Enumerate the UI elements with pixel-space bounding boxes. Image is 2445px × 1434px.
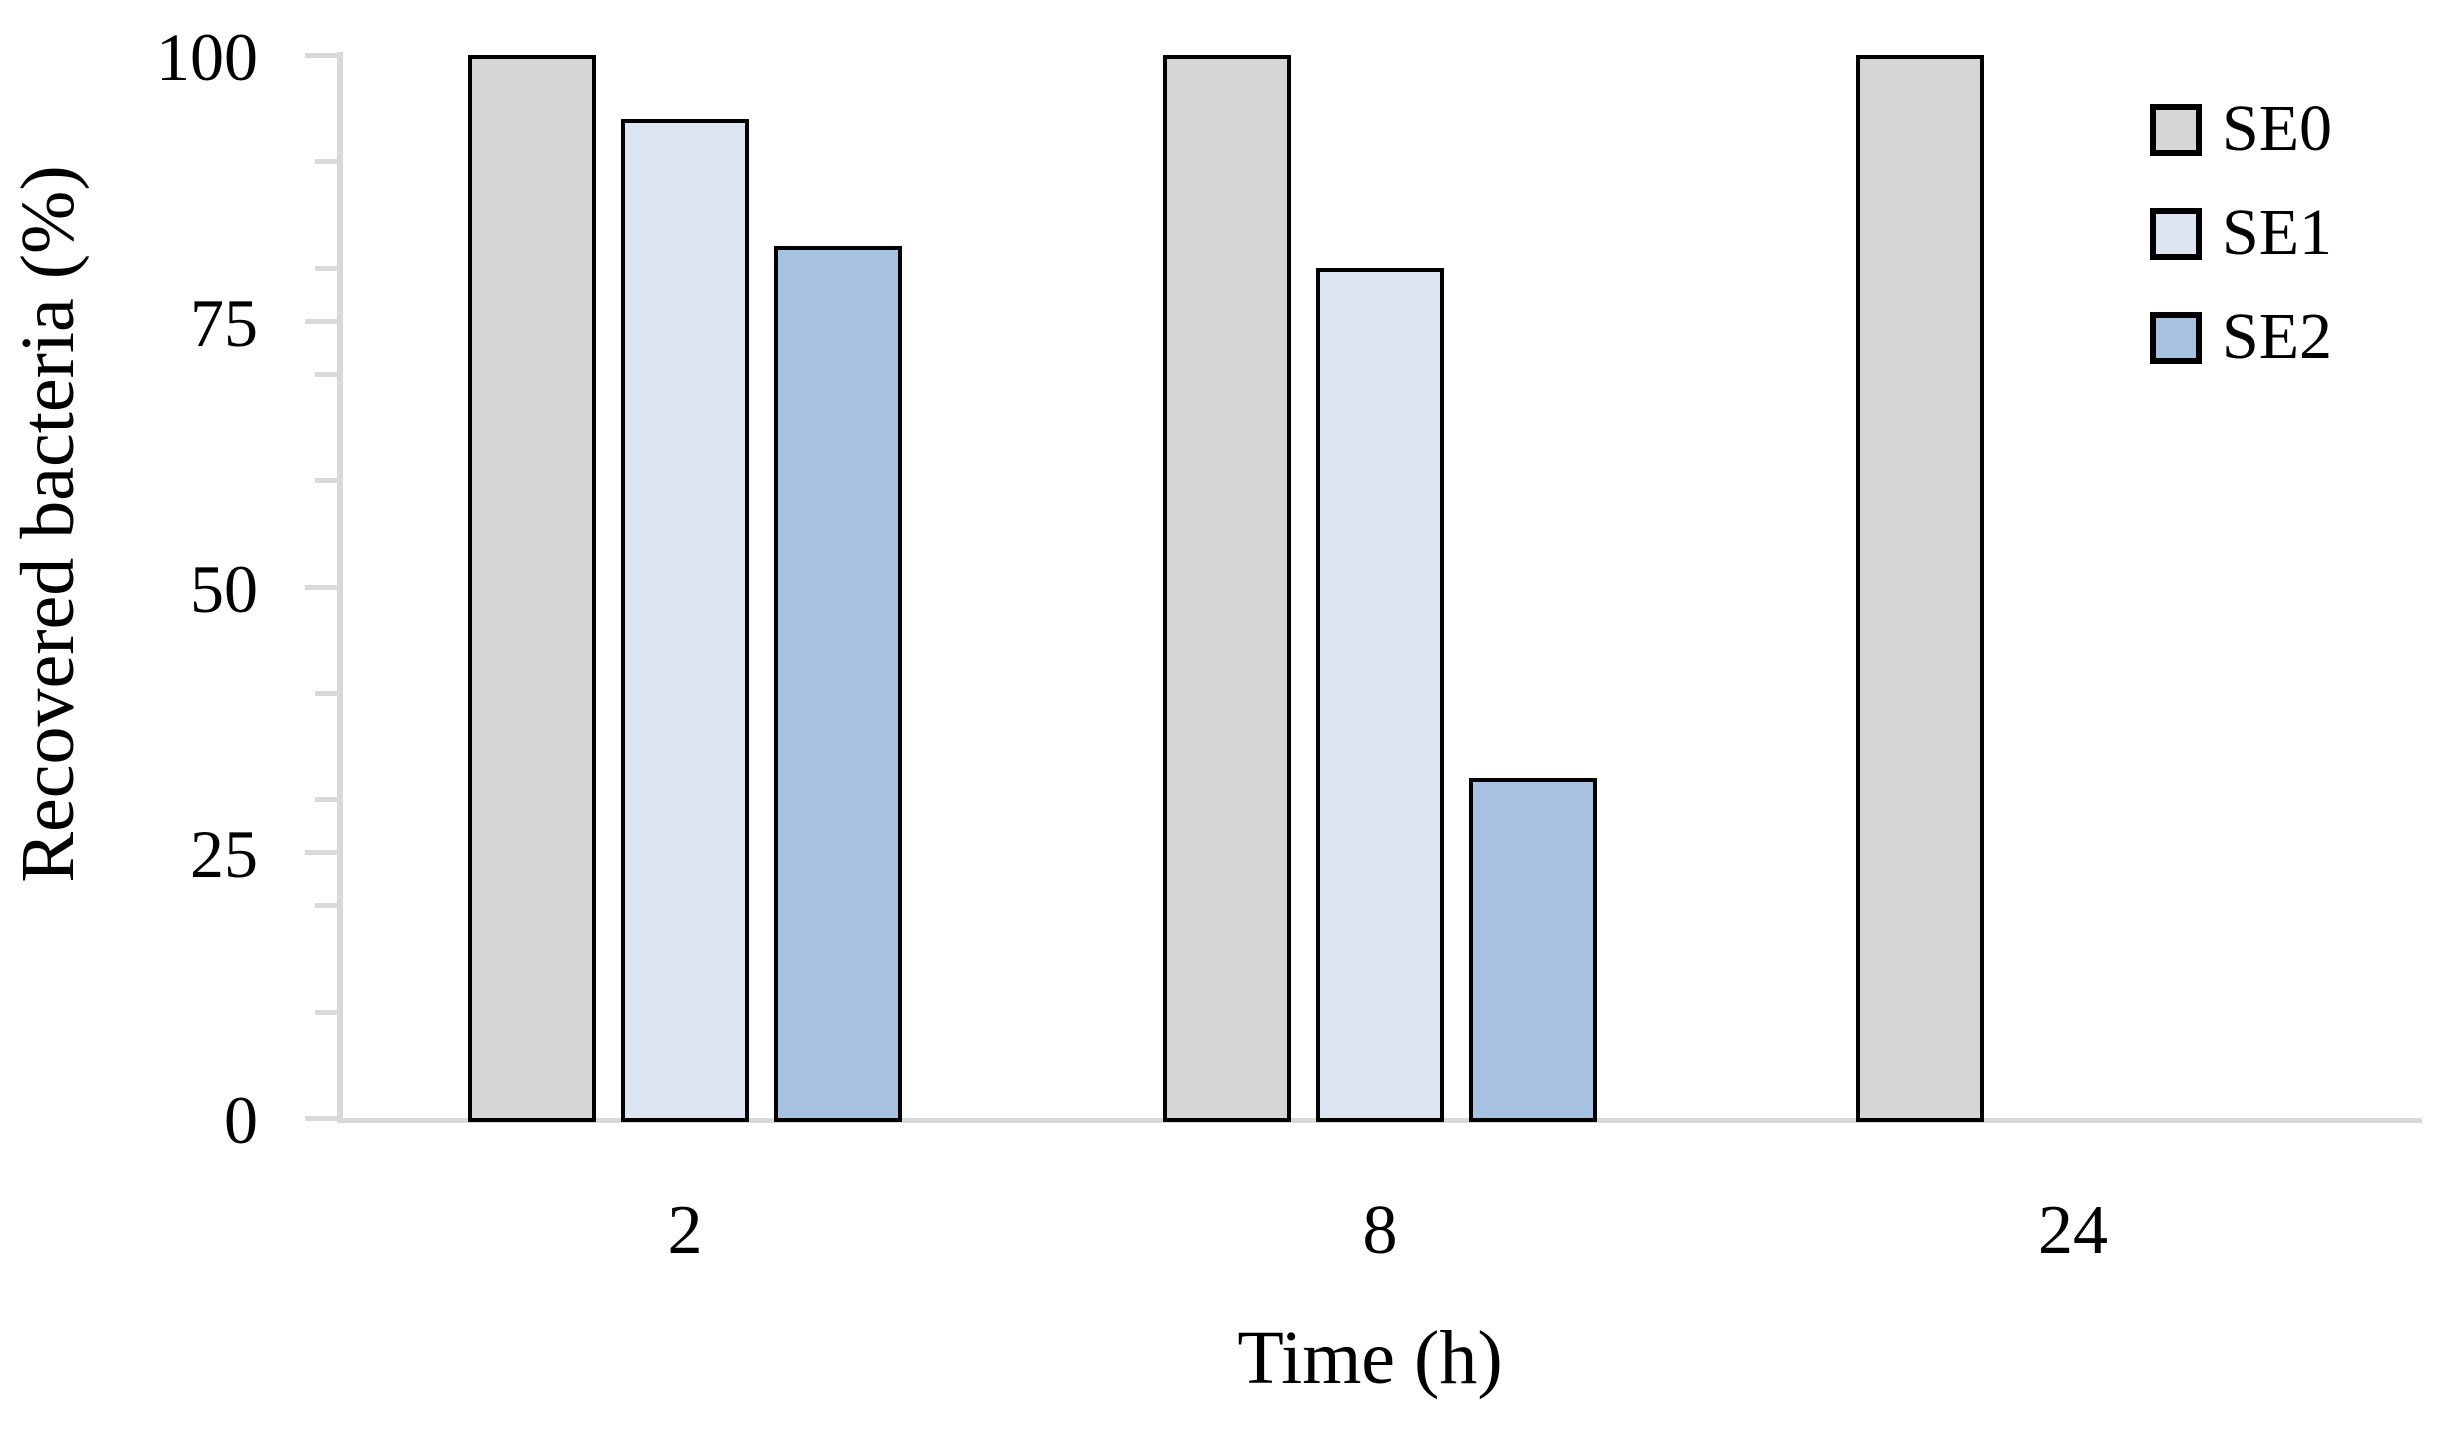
- bar-SE0-24h: [1856, 55, 1984, 1122]
- y-tick-major-50: [305, 584, 343, 590]
- legend-label-SE0: SE0: [2222, 92, 2333, 165]
- y-axis-title: Recovered bacteria (%): [6, 165, 90, 883]
- y-tick-minor-30: [315, 797, 343, 803]
- legend-label-SE1: SE1: [2222, 196, 2333, 269]
- y-tick-major-75: [305, 318, 343, 324]
- y-tick-minor-80: [315, 265, 343, 271]
- x-category-label-8: 8: [1362, 1192, 1398, 1269]
- bar-SE1-2h: [621, 118, 749, 1122]
- y-tick-label-50: 50: [190, 550, 258, 627]
- y-tick-major-0: [305, 1116, 343, 1121]
- legend-swatch-SE2: [2150, 312, 2202, 364]
- bar-SE2-8h: [1469, 777, 1597, 1122]
- bar-SE2-2h: [774, 246, 902, 1122]
- y-tick-minor-60: [315, 478, 343, 484]
- y-tick-minor-20: [315, 903, 343, 909]
- y-tick-minor-90: [315, 159, 343, 165]
- y-tick-minor-70: [315, 371, 343, 377]
- y-tick-major-100: [305, 53, 343, 58]
- x-axis-title: Time (h): [1237, 1316, 1503, 1400]
- bar-SE0-8h: [1163, 55, 1291, 1122]
- bar-SE1-8h: [1316, 267, 1444, 1122]
- x-category-label-24: 24: [2038, 1192, 2108, 1269]
- legend-swatch-SE0: [2150, 104, 2202, 156]
- y-tick-minor-10: [315, 1009, 343, 1015]
- y-tick-label-25: 25: [190, 816, 258, 893]
- y-tick-label-75: 75: [190, 284, 258, 361]
- y-tick-label-0: 0: [224, 1082, 258, 1158]
- y-tick-minor-40: [315, 690, 343, 696]
- legend-label-SE2: SE2: [2222, 300, 2333, 373]
- legend-swatch-SE1: [2150, 208, 2202, 260]
- y-tick-major-25: [305, 850, 343, 856]
- bar-SE0-2h: [468, 55, 596, 1122]
- y-tick-label-100: 100: [156, 19, 258, 95]
- x-category-label-2: 2: [667, 1192, 703, 1269]
